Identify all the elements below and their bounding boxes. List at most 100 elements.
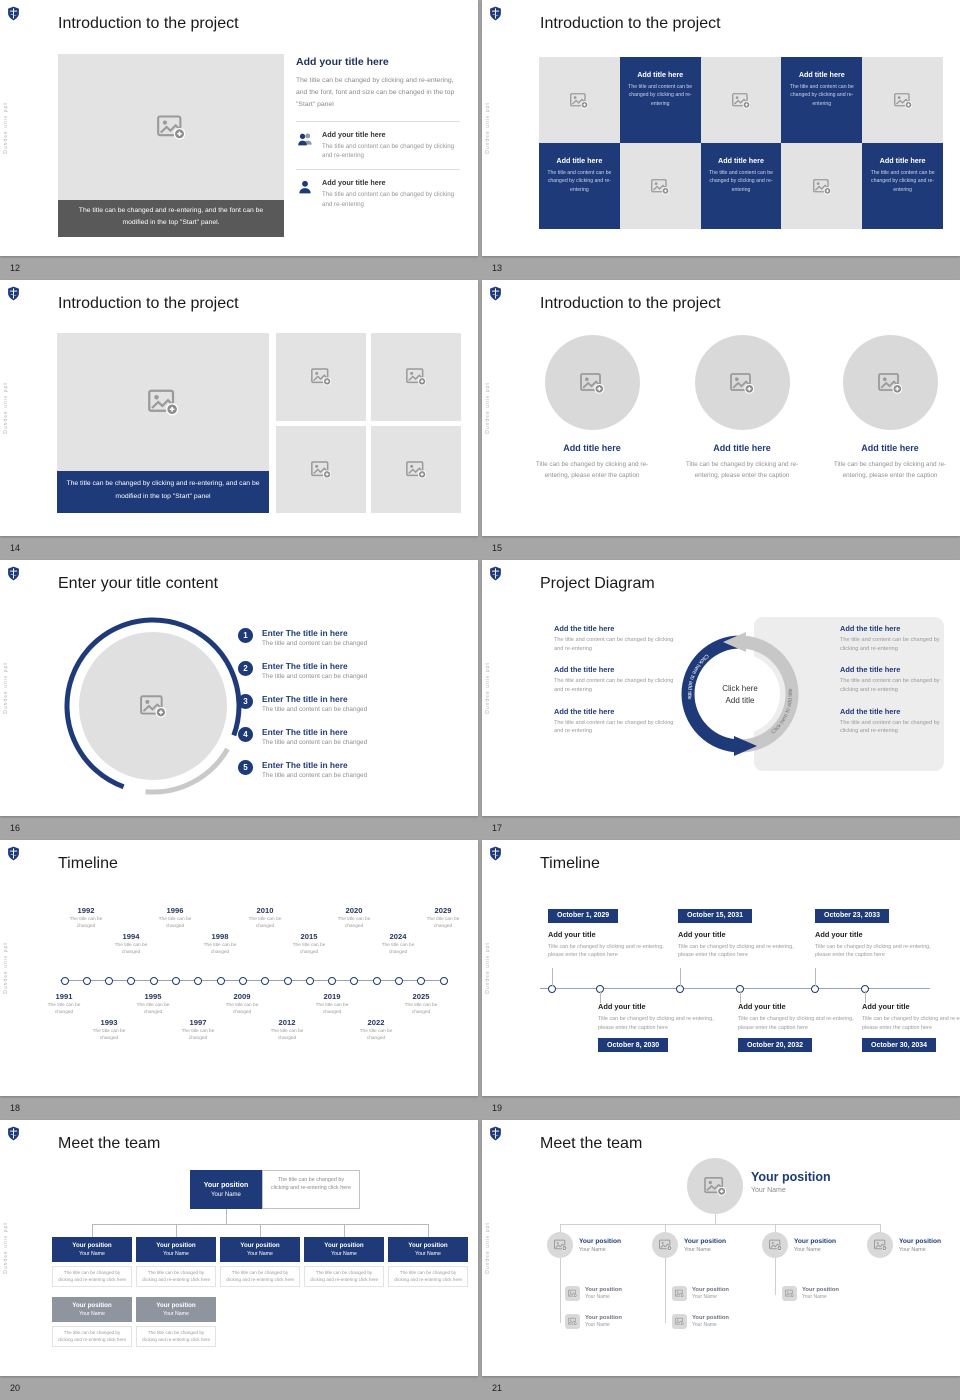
slide-16-thumbnail[interactable]: Dundee univ ppt Enter your title content… (0, 560, 478, 816)
slide-20-thumbnail[interactable]: Dundee univ ppt Meet the team Your posit… (0, 1120, 478, 1376)
slide-cell: Dundee univ ppt Introduction to the proj… (482, 0, 960, 280)
slide-cell: Dundee univ ppt Project Diagram Add the … (482, 560, 960, 840)
feature-title: Add title here (861, 443, 919, 453)
connector-line (665, 1258, 666, 1323)
org-member-box[interactable]: Your position Your Name (136, 1297, 216, 1322)
team-submember[interactable]: Your position Your Name (565, 1314, 622, 1329)
connector-line (176, 1224, 177, 1237)
image-tile[interactable] (539, 57, 620, 143)
member-position: Your position (899, 1237, 941, 1245)
image-placeholder-icon (785, 1289, 794, 1298)
text-tile[interactable]: Add title here The title and content can … (539, 143, 620, 229)
timeline-dot (127, 976, 135, 985)
timeline-year: 1995 (144, 992, 162, 1001)
timeline-caption: The title can be changed (47, 1003, 81, 1015)
timeline-dot (306, 976, 314, 985)
numbered-item: 5 Enter The title in here The title and c… (238, 760, 450, 779)
text-tile[interactable]: Add title here The title and content can … (700, 143, 782, 229)
org-member-box[interactable]: Your position Your Name (304, 1237, 384, 1262)
member-position: Your position (585, 1315, 622, 1321)
slide-21-thumbnail[interactable]: Dundee univ ppt Meet the team Your posit… (482, 1120, 960, 1376)
slide-19-thumbnail[interactable]: Dundee univ ppt Timeline October 1, 2029… (482, 840, 960, 1096)
slide-17-thumbnail[interactable]: Dundee univ ppt Project Diagram Add the … (482, 560, 960, 816)
tile-title: Add title here (718, 156, 764, 165)
university-logo-icon (489, 566, 502, 581)
slide-13-thumbnail[interactable]: Dundee univ ppt Introduction to the proj… (482, 0, 960, 256)
timeline-caption: The title can be changed (315, 1003, 349, 1015)
university-logo-icon (489, 1126, 502, 1141)
image-tile[interactable] (619, 143, 701, 229)
university-logo-icon (7, 566, 20, 581)
milestone-title: Add your title (738, 1002, 786, 1011)
timeline-caption: The title can be changed (114, 943, 148, 955)
connector-line (226, 1209, 227, 1224)
team-member[interactable]: Your position Your Name (867, 1232, 941, 1258)
left-item-list: Add the title here The title and content … (554, 624, 682, 748)
member-name: Your Name (331, 1251, 357, 1257)
item-body: The title and content can be changed by … (554, 637, 674, 652)
vertical-brand-text: Dundee univ ppt (3, 102, 9, 154)
image-placeholder[interactable] (58, 54, 284, 200)
image-tile[interactable] (781, 143, 863, 229)
member-position: Your position (156, 1302, 196, 1309)
timeline-entry: 2024 The title can be changed (376, 932, 420, 957)
timeline-entry: 2015 The title can be changed (287, 932, 331, 957)
image-placeholder-icon (553, 1239, 567, 1251)
member-name: Your Name (692, 1294, 717, 1300)
circle-feature[interactable]: Add title here Title can be changed by c… (825, 335, 955, 481)
text-tile[interactable]: Add title here The title and content can … (781, 57, 863, 143)
team-submember[interactable]: Your position Your Name (672, 1286, 729, 1301)
team-submember[interactable]: Your position Your Name (565, 1286, 622, 1301)
image-placeholder[interactable] (276, 333, 366, 421)
team-submember[interactable]: Your position Your Name (672, 1314, 729, 1329)
image-caption-bar: The title can be changed by clicking and… (57, 471, 269, 513)
image-placeholder-icon (148, 388, 178, 416)
team-member[interactable]: Your position Your Name (762, 1232, 836, 1258)
timeline-entry: 2020 The title can be changed (332, 906, 376, 931)
member-name: Your Name (211, 1191, 241, 1198)
diagram-item: Add the title here The title and content … (840, 707, 940, 736)
team-member[interactable]: Your position Your Name (652, 1232, 726, 1258)
org-root-box[interactable]: Your position Your Name (190, 1170, 262, 1209)
team-submember[interactable]: Your position Your Name (782, 1286, 839, 1301)
member-caption: The title can be changed by clicking and… (136, 1326, 216, 1348)
text-tile[interactable]: Add title here The title and content can … (619, 57, 701, 143)
feature-body: Title can be changed by clicking and re-… (535, 461, 649, 480)
timeline-dot (105, 976, 113, 985)
org-member-box[interactable]: Your position Your Name (388, 1237, 468, 1262)
milestone-caption: Title can be changed by clicking and re-… (815, 943, 931, 959)
item-title: Add the title here (840, 624, 901, 633)
slide-18-thumbnail[interactable]: Dundee univ ppt Timeline 1992 The title c… (0, 840, 478, 1096)
connector-line (865, 991, 866, 1003)
image-placeholder[interactable] (371, 333, 461, 421)
member-caption: The title can be changed by clicking and… (52, 1326, 132, 1348)
org-member-box[interactable]: Your position Your Name (220, 1237, 300, 1262)
image-placeholder[interactable] (57, 333, 269, 471)
team-member[interactable]: Your position Your Name (547, 1232, 621, 1258)
image-placeholder-icon (570, 92, 589, 109)
circle-feature[interactable]: Add title here Title can be changed by c… (527, 335, 657, 481)
slide-12-thumbnail[interactable]: Dundee univ ppt Introduction to the proj… (0, 0, 478, 256)
org-member-box[interactable]: Your position Your Name (136, 1237, 216, 1262)
diagram-item: Add the title here The title and content … (554, 707, 682, 736)
image-tile[interactable] (700, 57, 782, 143)
slide-14-thumbnail[interactable]: Dundee univ ppt Introduction to the proj… (0, 280, 478, 536)
image-placeholder[interactable] (276, 425, 366, 513)
slide-15-thumbnail[interactable]: Dundee univ ppt Introduction to the proj… (482, 280, 960, 536)
image-placeholder[interactable] (371, 425, 461, 513)
member-photo-thumb (672, 1286, 687, 1301)
org-member-box[interactable]: Your position Your Name (52, 1297, 132, 1322)
tile-title: Add title here (556, 156, 603, 165)
image-tile[interactable] (862, 57, 943, 143)
timeline-entry: 1991 The title can be changed (42, 992, 86, 1017)
feature-item-body: The title and content can be changed by … (322, 190, 455, 208)
text-tile[interactable]: Add title here The title and content can … (862, 143, 943, 229)
slide-title: Introduction to the project (540, 15, 721, 32)
circle-feature[interactable]: Add title here Title can be changed by c… (677, 335, 807, 481)
diagram-item: Add the title here The title and content … (554, 624, 682, 653)
org-member-box[interactable]: Your position Your Name (52, 1237, 132, 1262)
member-position: Your position (794, 1237, 836, 1245)
leader-photo-circle[interactable] (687, 1158, 743, 1214)
leader-label: Your position Your Name (751, 1170, 831, 1194)
item-title: Add the title here (840, 665, 901, 675)
